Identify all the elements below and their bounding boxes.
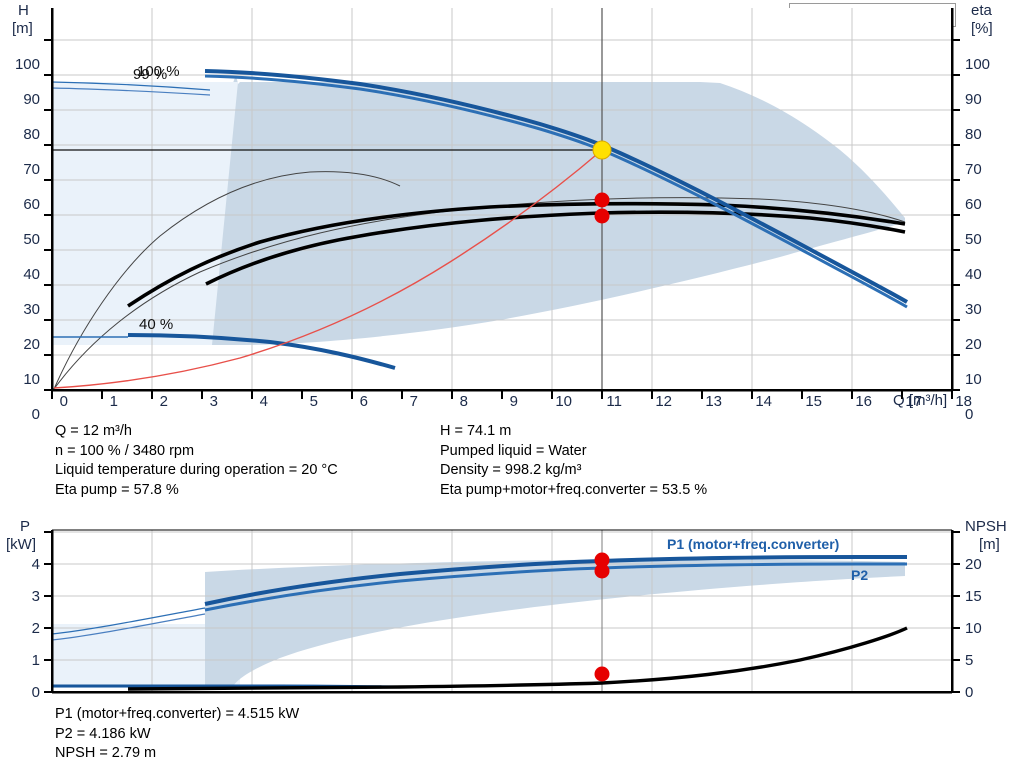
eta-thin-upper (53, 171, 401, 390)
power-npsh-plot (44, 529, 960, 694)
top-y-left-axis-title: H (18, 2, 29, 19)
duty-point-marker (592, 140, 612, 160)
bottom-envelope-main (205, 559, 905, 688)
p1-marker (594, 552, 610, 568)
eta-total-marker (594, 208, 610, 224)
p2-marker (594, 563, 610, 579)
duty-info-h: H = 74.1 m (440, 423, 512, 439)
head-curve-top-thin-b (52, 87, 211, 96)
power-info-block: P1 (motor+freq.converter) = 4.515 kW P2 … (55, 705, 299, 764)
duty-info-speed: n = 100 % / 3480 rpm (55, 442, 195, 459)
bottom-right-ticks (952, 531, 960, 693)
bottom-axis-frame (50, 529, 954, 694)
bottom-left-ticks (44, 531, 52, 693)
npsh-marker (594, 666, 610, 682)
eta-pump-curve (127, 201, 906, 308)
p2-low-speed-thin (52, 613, 206, 641)
duty-info-column-2: H = 74.1 m Pumped liquid = Water Density… (440, 422, 707, 500)
head-efficiency-plot (44, 8, 960, 399)
top-envelope-wedge (52, 82, 238, 345)
duty-info-liquid: Pumped liquid = Water (440, 442, 587, 459)
bottom-y-right-axis-unit: [m] (979, 536, 1000, 553)
eta-total-curve (205, 210, 906, 286)
power-info-p2: P2 = 4.186 kW (55, 725, 151, 742)
p1-low-speed-thin (52, 607, 206, 635)
speed-label-40: 40 % (139, 316, 174, 333)
top-x-ticks (51, 390, 953, 399)
top-y-right-axis-title: eta (971, 2, 992, 19)
p1-curve (204, 555, 907, 606)
top-x-axis-title: Q [m³/h] (893, 392, 948, 409)
bottom-y-left-axis-title: P (20, 518, 31, 535)
top-y-left-axis-unit: [m] (12, 20, 33, 37)
duty-info-column-1: Q = 12 m³/h n = 100 % / 3480 rpm Liquid … (55, 422, 338, 500)
speed-label-100: 100 % (137, 63, 180, 80)
speed-label-99: 99 % (133, 66, 168, 83)
duty-info-eta-total: Eta pump+motor+freq.converter = 53.5 % (440, 481, 708, 498)
duty-info-q: Q = 12 m³/h (55, 423, 132, 439)
head-curve-40 (127, 333, 396, 370)
head-curve-top-thin-a (52, 81, 211, 91)
npsh-curve (127, 626, 908, 691)
system-curve (53, 149, 603, 389)
bottom-y-left-axis-unit: [kW] (6, 536, 36, 553)
eta-pump-marker (594, 192, 610, 208)
head-curve-99 (204, 74, 908, 309)
top-y-right-axis-unit: [%] (971, 20, 993, 37)
duty-info-eta-pump: Eta pump = 57.8 % (55, 481, 179, 498)
top-right-ticks (952, 39, 960, 391)
top-grid (52, 8, 952, 391)
legend-p1: P1 (motor+freq.converter) (667, 536, 840, 552)
bottom-y-right-axis-title: NPSH (965, 518, 1007, 535)
p2-curve (204, 562, 907, 612)
power-info-p1: P1 (motor+freq.converter) = 4.515 kW (55, 706, 300, 722)
bottom-envelope-wedge (52, 624, 205, 688)
duty-info-density: Density = 998.2 kg/m³ (440, 462, 582, 478)
duty-info-temperature: Liquid temperature during operation = 20… (55, 462, 338, 478)
power-info-npsh: NPSH = 2.79 m (55, 745, 157, 761)
top-left-ticks (44, 39, 52, 391)
head-curve-100 (204, 69, 909, 304)
legend-p2: P2 (851, 567, 869, 583)
